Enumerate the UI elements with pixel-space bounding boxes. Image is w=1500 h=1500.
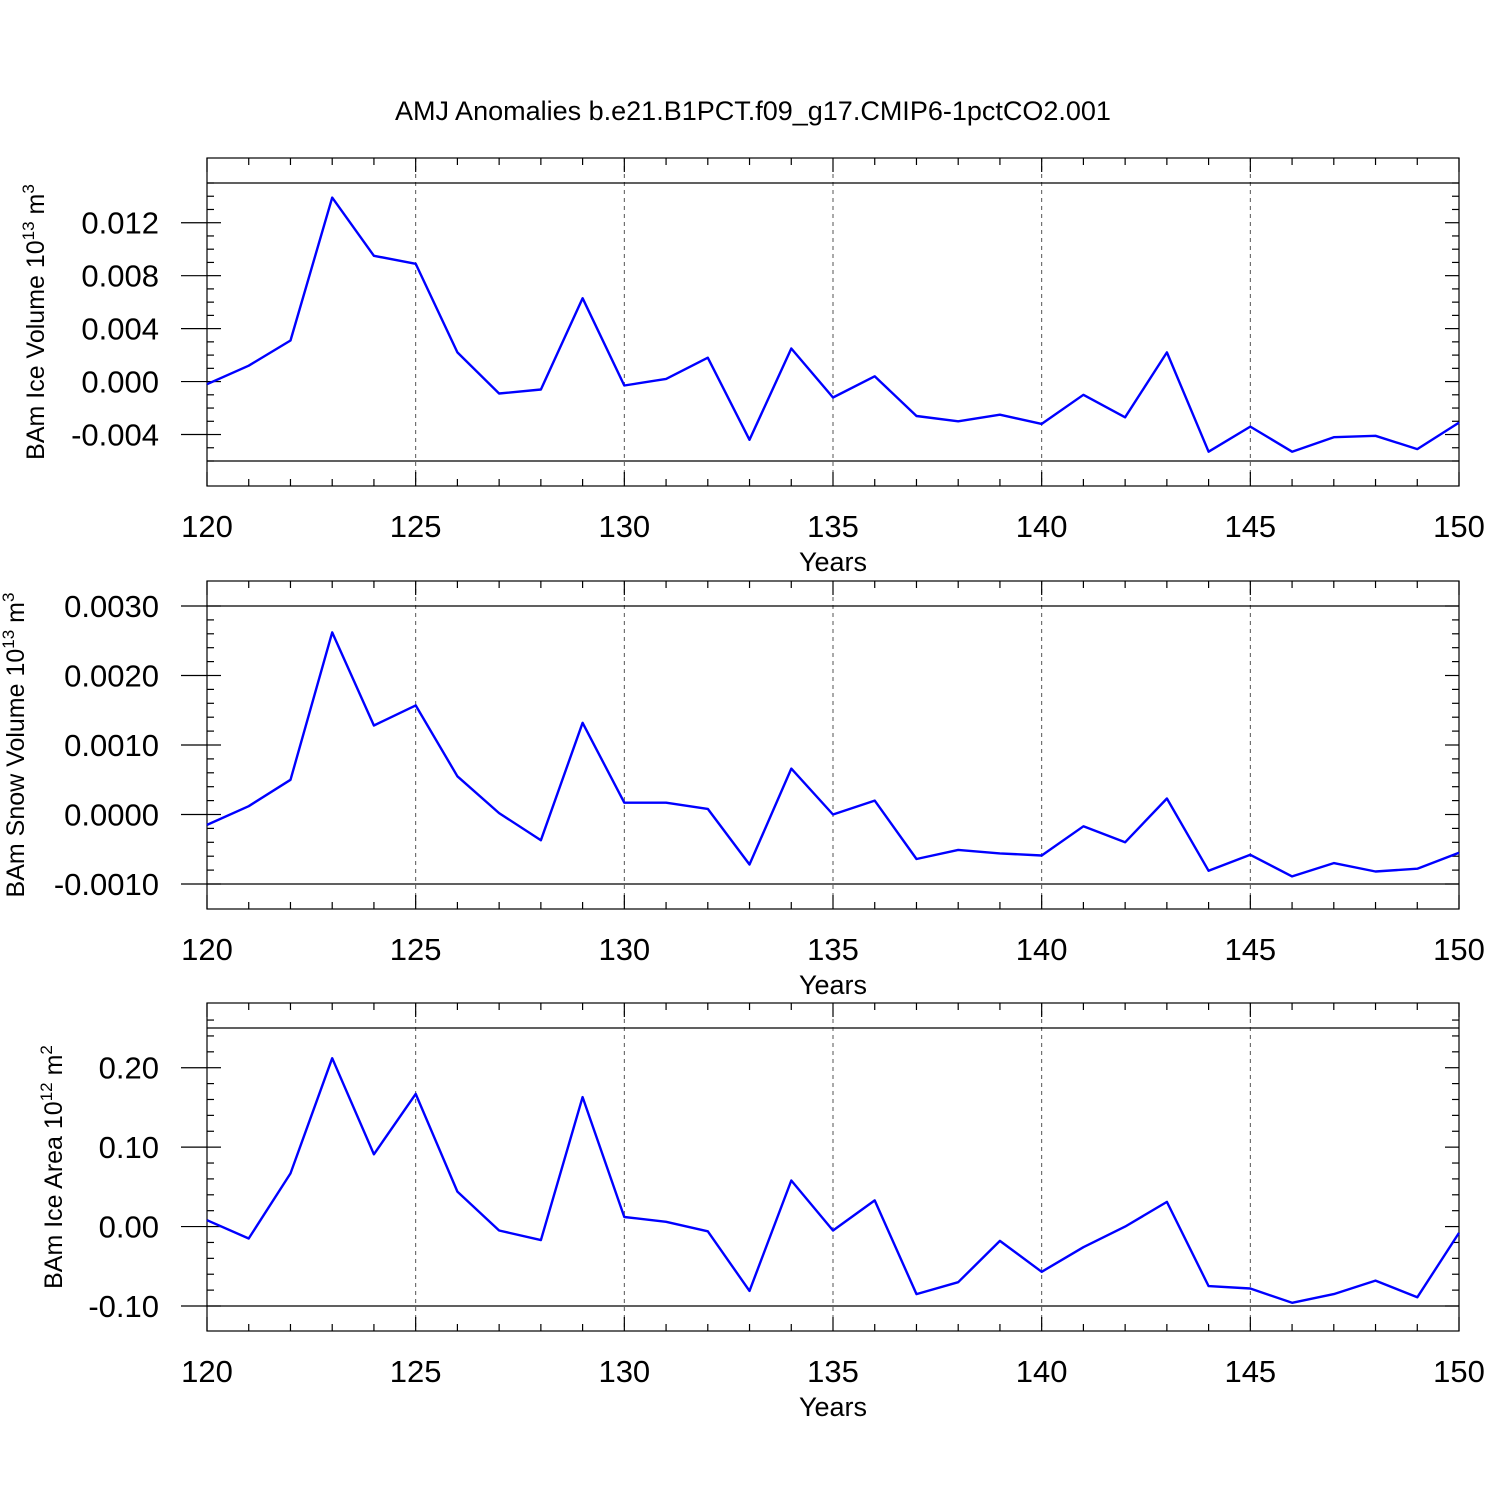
- tick-labels-snow-volume: 120 125 130 135 140 145 150 -0.0010 0.0000 0.0010…: [54, 589, 1485, 967]
- plot-frame-ice-volume: [206, 157, 1460, 487]
- figure-title: AMJ Anomalies b.e21.B1PCT.f09_g17.CMIP6-…: [395, 96, 1111, 126]
- panel-snow-volume: 120 125 130 135 140 145 150 -0.0010 0.0000 0.0010…: [0, 580, 1485, 1000]
- y-title-main: BAm Snow Volume 10: [2, 649, 30, 898]
- x-tick-label: 130: [598, 509, 650, 544]
- y-axis-title-snow-volume: BAm Snow Volume 1013 m3: [0, 593, 30, 898]
- y-tick-label: 0.00: [99, 1210, 159, 1245]
- y-title-unit-exponent: 2: [37, 1045, 56, 1054]
- x-tick-label: 135: [807, 932, 859, 967]
- x-tick-label: 135: [807, 509, 859, 544]
- x-tick-label: 125: [390, 1354, 442, 1389]
- y-tick-label: -0.0010: [54, 867, 159, 902]
- x-tick-label: 145: [1224, 509, 1276, 544]
- x-tick-label: 150: [1433, 932, 1485, 967]
- grid-snow-volume: [415, 581, 1251, 909]
- grid-ice-area: [415, 1003, 1251, 1331]
- x-tick-label: 145: [1224, 1354, 1276, 1389]
- series-line-ice-volume: [206, 196, 1460, 453]
- y-title-exponent: 13: [19, 221, 38, 240]
- x-tick-label: 140: [1016, 509, 1068, 544]
- plot-frame-snow-volume: [206, 580, 1460, 910]
- x-tick-label: 150: [1433, 509, 1485, 544]
- y-title-main: BAm Ice Volume 10: [22, 240, 50, 460]
- y-tick-label: 0.0020: [64, 659, 159, 694]
- y-tick-label: -0.10: [88, 1289, 159, 1324]
- tick-labels-ice-area: 120 125 130 135 140 145 150 -0.10 0.00 0.10 0.20: [88, 1051, 1485, 1389]
- series-line-snow-volume: [206, 631, 1460, 878]
- x-tick-label: 150: [1433, 1354, 1485, 1389]
- grid-ice-volume: [415, 158, 1251, 486]
- y-tick-label: -0.004: [71, 418, 159, 453]
- x-tick-label: 130: [598, 1354, 650, 1389]
- plot-frame-ice-area: [206, 1002, 1460, 1332]
- x-tick-label: 120: [181, 509, 233, 544]
- y-title-unit: m: [40, 1055, 68, 1083]
- y-axis-title-ice-volume: BAm Ice Volume 1013 m3: [19, 184, 50, 460]
- y-tick-label: 0.0030: [64, 589, 159, 624]
- y-tick-label: 0.0000: [64, 798, 159, 833]
- x-axis-title-snow-volume: Years: [799, 970, 867, 1000]
- x-tick-label: 120: [181, 932, 233, 967]
- y-title-unit: m: [22, 194, 50, 222]
- panel-ice-volume: 120 125 130 135 140 145 150 -0.004 0.000 0.004 0.0…: [19, 157, 1485, 577]
- series-line-ice-area: [206, 1057, 1461, 1304]
- panel-ice-area: 120 125 130 135 140 145 150 -0.10 0.00 0.10 0.20 Y…: [37, 1002, 1485, 1422]
- x-tick-label: 125: [390, 932, 442, 967]
- y-tick-label: 0.20: [99, 1051, 159, 1086]
- y-tick-label: 0.10: [99, 1130, 159, 1165]
- y-title-exponent: 12: [37, 1082, 56, 1101]
- y-title-unit-exponent: 3: [19, 184, 38, 193]
- y-tick-label: 0.008: [81, 259, 159, 294]
- y-tick-label: 0.000: [81, 365, 159, 400]
- ticks-ice-volume: [181, 158, 1460, 486]
- x-tick-label: 130: [598, 932, 650, 967]
- y-tick-label: 0.004: [81, 312, 159, 347]
- y-title-main: BAm Ice Area 10: [40, 1101, 68, 1289]
- y-tick-label: 0.012: [81, 206, 159, 241]
- y-axis-title-ice-area: BAm Ice Area 1012 m2: [37, 1045, 68, 1289]
- x-tick-label: 145: [1224, 932, 1276, 967]
- x-tick-label: 140: [1016, 932, 1068, 967]
- x-axis-title-ice-area: Years: [799, 1392, 867, 1422]
- x-tick-label: 140: [1016, 1354, 1068, 1389]
- y-tick-label: 0.0010: [64, 728, 159, 763]
- ticks-ice-area: [181, 1003, 1460, 1331]
- x-tick-label: 135: [807, 1354, 859, 1389]
- x-tick-label: 120: [181, 1354, 233, 1389]
- x-axis-title-ice-volume: Years: [799, 547, 867, 577]
- ticks-snow-volume: [181, 581, 1460, 909]
- y-title-unit: m: [2, 602, 30, 630]
- tick-labels-ice-volume: 120 125 130 135 140 145 150 -0.004 0.000 0.004 0.0…: [71, 206, 1485, 544]
- y-title-unit-exponent: 3: [0, 593, 18, 602]
- x-tick-label: 125: [390, 509, 442, 544]
- y-title-exponent: 13: [0, 630, 18, 649]
